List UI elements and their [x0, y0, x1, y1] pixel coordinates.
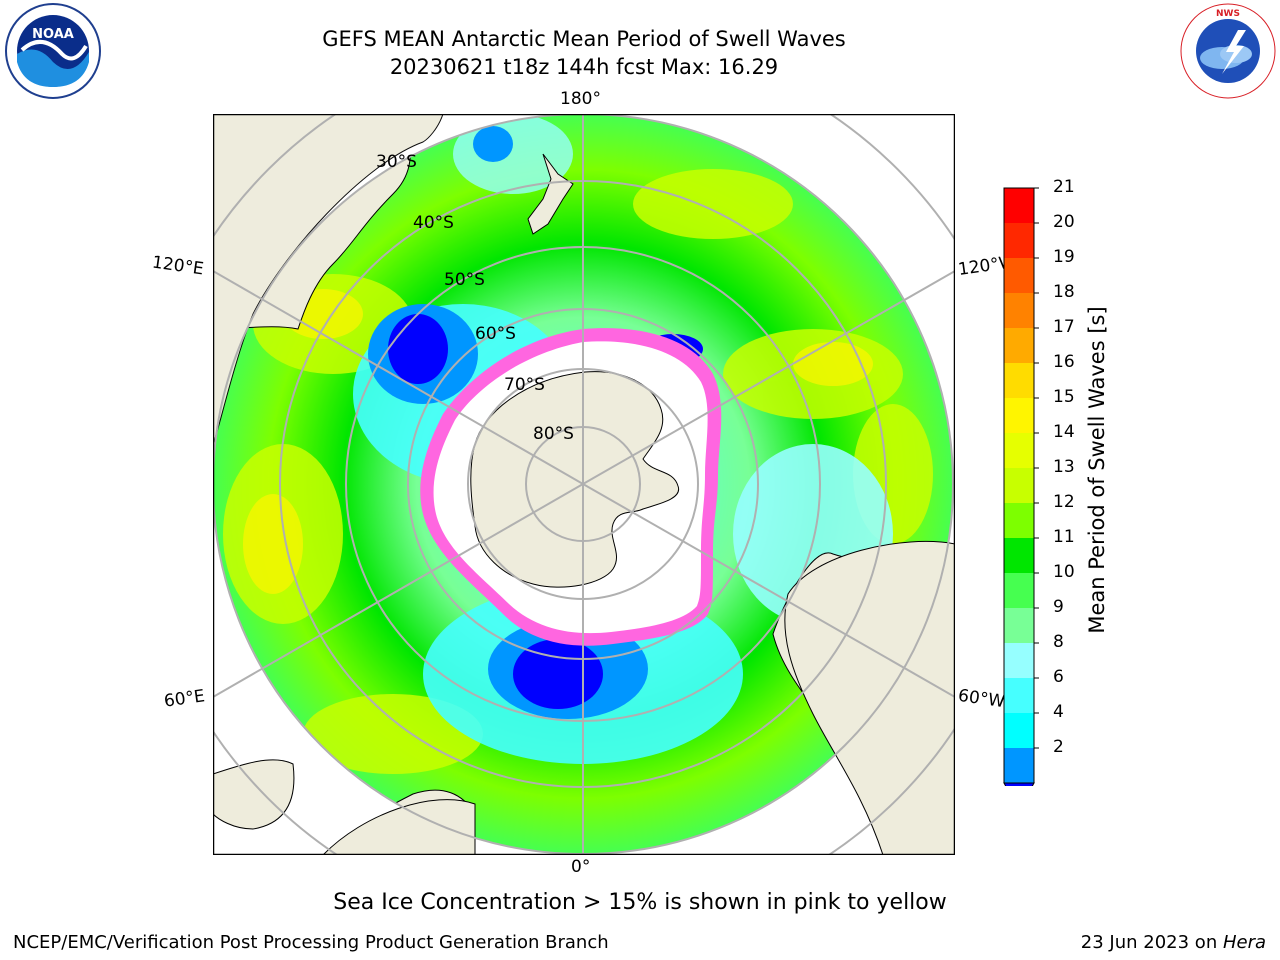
colorbar-segment [1004, 678, 1034, 713]
colorbar-segment [1004, 468, 1034, 503]
lon-label-60w: 60°W [956, 685, 1007, 713]
colorbar-segment [1004, 643, 1034, 678]
colorbar-tick-label: 19 [1053, 247, 1075, 267]
chart-subtitle: 20230621 t18z 144h fcst Max: 16.29 [389, 55, 779, 79]
new-zealand-land [527, 153, 574, 235]
colorbar [1003, 187, 1039, 786]
lon-label-0: 0° [571, 857, 591, 877]
colorbar-segment [1004, 328, 1034, 363]
lat-label-70s: 70°S [504, 375, 545, 395]
colorbar-segment [1004, 713, 1034, 748]
colorbar-segment [1004, 363, 1034, 398]
lon-label-180: 180° [560, 89, 601, 109]
colorbar-outline [1003, 187, 1035, 784]
colorbar-segment [1004, 503, 1034, 538]
colorbar-tick-label: 12 [1053, 492, 1075, 512]
colorbar-tick-label: 2 [1053, 737, 1064, 757]
lat-label-80s: 80°S [533, 424, 574, 444]
colorbar-title: Mean Period of Swell Waves [s] [1085, 306, 1109, 634]
colorbar-segment [1004, 258, 1034, 293]
colorbar-segment [1004, 433, 1034, 468]
colorbar-segment [1004, 608, 1034, 643]
colorbar-segment [1004, 538, 1034, 573]
polar-map [213, 114, 955, 855]
colorbar-tick-label: 15 [1053, 387, 1075, 407]
map-frame [213, 114, 955, 855]
colorbar-segment [1004, 573, 1034, 608]
lat-label-60s: 60°S [475, 324, 516, 344]
svg-text:NWS: NWS [1216, 9, 1240, 19]
colorbar-segment [1004, 748, 1034, 783]
colorbar-tick-label: 4 [1053, 702, 1064, 722]
colorbar-tick-label: 13 [1053, 457, 1075, 477]
colorbar-tick-label: 9 [1053, 597, 1064, 617]
colorbar-tick-label: 8 [1053, 632, 1064, 652]
colorbar-segment [1004, 398, 1034, 433]
nws-logo: NWS [1180, 3, 1276, 99]
colorbar-tick-label: 11 [1053, 527, 1075, 547]
colorbar-tick-label: 16 [1053, 352, 1075, 372]
colorbar-tick-label: 21 [1053, 177, 1075, 197]
colorbar-tick-label: 17 [1053, 317, 1075, 337]
lat-label-50s: 50°S [444, 270, 485, 290]
colorbar-tick-label: 10 [1053, 562, 1075, 582]
colorbar-segment [1004, 293, 1034, 328]
svg-text:NOAA: NOAA [32, 27, 74, 42]
footer-credit: NCEP/EMC/Verification Post Processing Pr… [13, 932, 609, 953]
lat-label-30s: 30°S [376, 152, 417, 172]
noaa-logo: NOAA [5, 3, 101, 99]
colorbar-segment [1004, 188, 1034, 223]
lon-label-60e: 60°E [162, 686, 207, 712]
lat-label-40s: 40°S [413, 213, 454, 233]
colorbar-tick-label: 20 [1053, 212, 1075, 232]
lon-label-120e: 120°E [150, 252, 205, 280]
colorbar-tick-label: 6 [1053, 667, 1064, 687]
footer-date: 23 Jun 2023 on Hera [1080, 932, 1266, 953]
colorbar-segment [1004, 223, 1034, 258]
colorbar-tick-label: 18 [1053, 282, 1075, 302]
sea-ice-note: Sea Ice Concentration > 15% is shown in … [333, 890, 947, 915]
chart-title: GEFS MEAN Antarctic Mean Period of Swell… [322, 27, 846, 51]
colorbar-tick-label: 14 [1053, 422, 1075, 442]
